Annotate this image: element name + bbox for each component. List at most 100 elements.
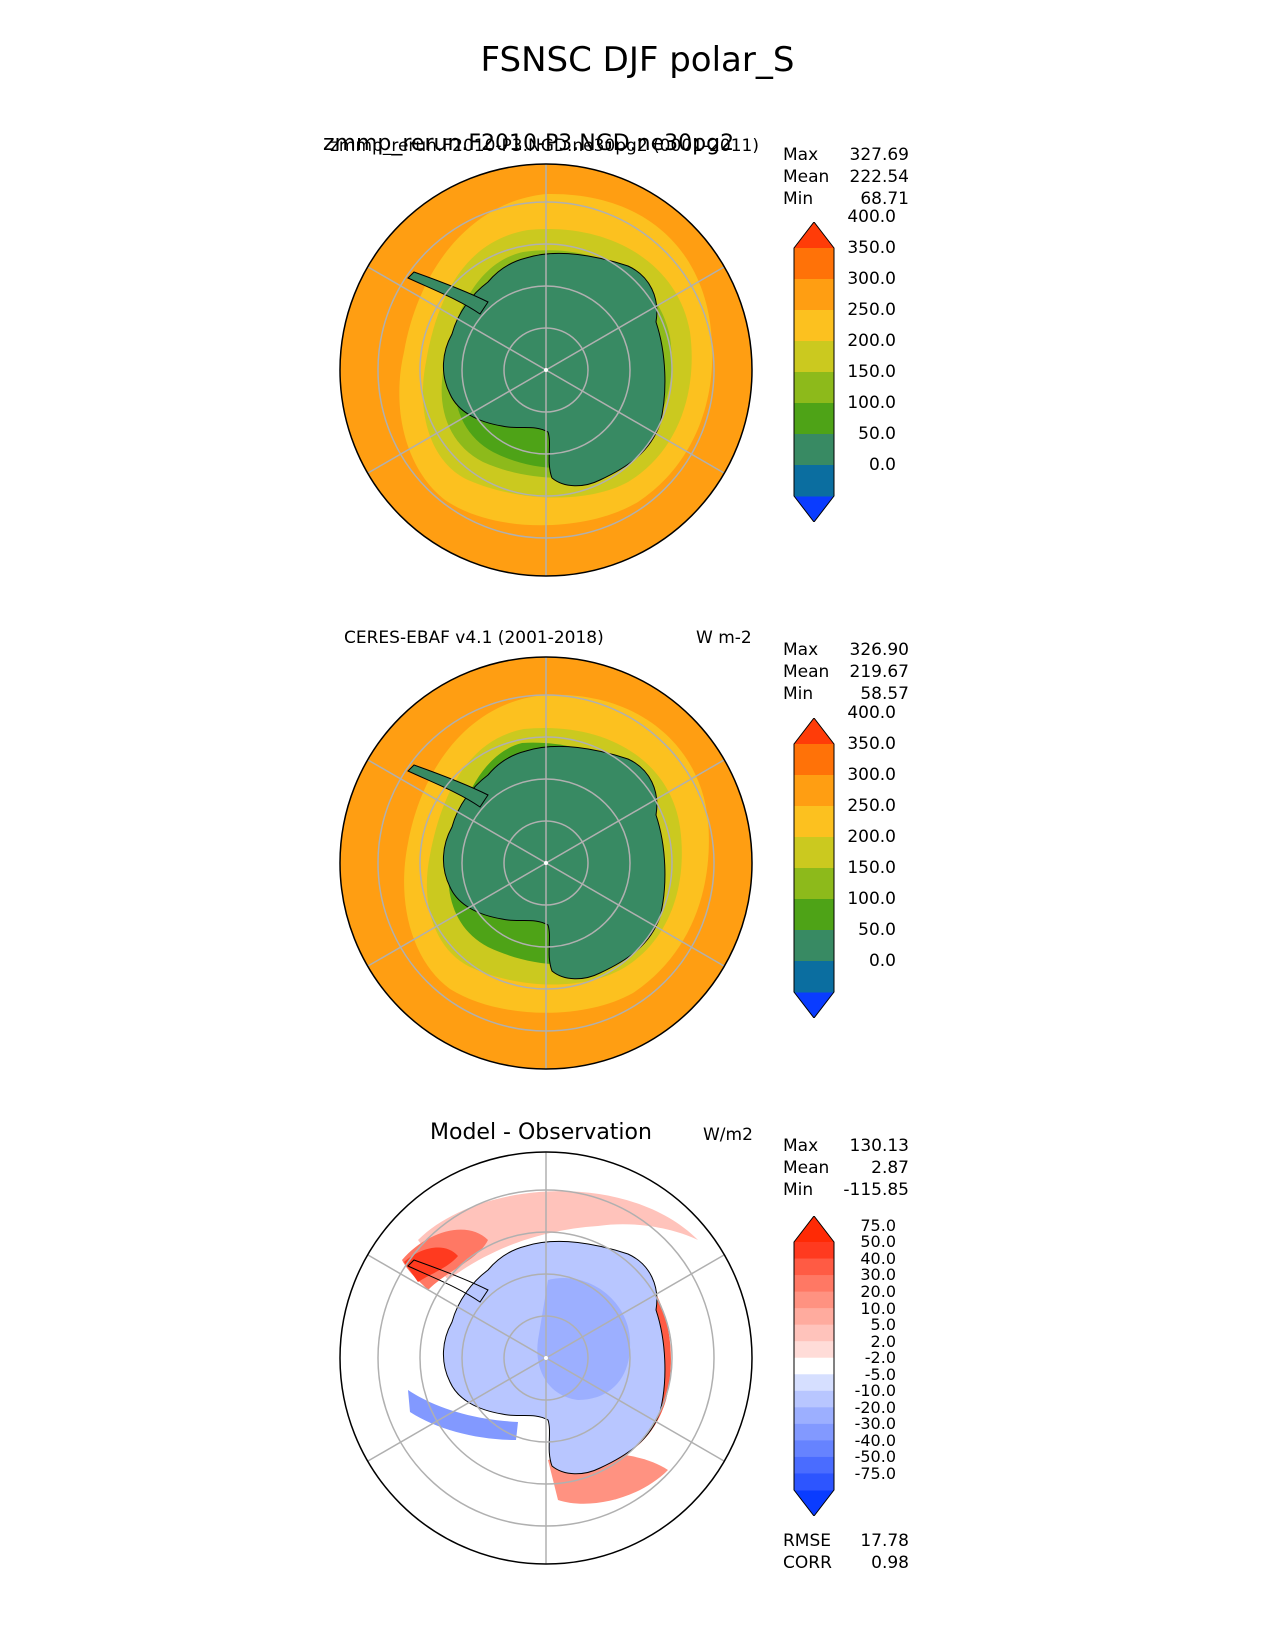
colorbar-segment xyxy=(794,899,834,931)
stat-label: Min xyxy=(783,1180,814,1200)
metric-rmse: 17.78 xyxy=(860,1531,909,1551)
colorbar-extend-max xyxy=(794,1216,834,1242)
panel3-polar-map xyxy=(339,1151,753,1565)
colorbar-outline xyxy=(793,222,835,522)
colorbar-tick-label: -10.0 xyxy=(854,1381,896,1401)
colorbar-tick-label: 350.0 xyxy=(847,733,896,754)
stat-min: 58.57 xyxy=(860,684,909,704)
colorbar-segment xyxy=(794,1440,834,1458)
colorbar-tick-label: 2.0 xyxy=(870,1331,896,1351)
colorbar-tick-label: 50.0 xyxy=(860,1232,896,1252)
pole-point xyxy=(544,861,548,865)
stat-label: Mean xyxy=(783,1158,830,1178)
panel2-stats: Max 326.90 Mean 219.67 Min 58.57 xyxy=(783,639,909,705)
colorbar-tick-label: -2.0 xyxy=(864,1348,896,1368)
colorbar-tick-label: -50.0 xyxy=(854,1447,896,1467)
colorbar-segment xyxy=(794,1390,834,1408)
stat-min: -115.85 xyxy=(843,1180,909,1200)
positive-anomaly-north xyxy=(418,1191,698,1280)
colorbar-tick-label: 200.0 xyxy=(847,826,896,847)
antarctica-field xyxy=(442,252,666,487)
antarctic-peninsula xyxy=(407,764,489,808)
colorbar-segment xyxy=(794,1407,834,1425)
colorbar-tick-label: 50.0 xyxy=(858,423,896,444)
map-boundary xyxy=(339,163,753,577)
colorbar-tick-label: 75.0 xyxy=(860,1215,896,1235)
colorbar-segment xyxy=(794,1258,834,1276)
figure-title: FSNSC DJF polar_S xyxy=(480,40,795,80)
colorbar-segment xyxy=(794,930,834,962)
colorbar-segment xyxy=(794,341,834,373)
panel1-title: zmmp_rerun.F2010-P3.NGD.ne30pg2 xyxy=(323,131,735,156)
stat-mean: 222.54 xyxy=(849,167,909,187)
colorbar-segment xyxy=(794,806,834,838)
stat-label: Max xyxy=(783,1136,819,1156)
colorbar-tick-label: 100.0 xyxy=(847,888,896,909)
colorbar-tick-label: 0.0 xyxy=(868,950,896,971)
colorbar-segment xyxy=(794,248,834,280)
colorbar-outline xyxy=(793,1216,835,1516)
colorbar-extend-max xyxy=(794,222,834,248)
colorbar-tick-label: 20.0 xyxy=(860,1282,896,1301)
stat-label: Mean xyxy=(783,167,830,187)
stat-mean: 219.67 xyxy=(849,662,909,682)
colorbar-tick-label: 100.0 xyxy=(847,392,896,413)
colorbar-tick-label: 50.0 xyxy=(858,919,896,940)
panel3-stats: Max 130.13 Mean 2.87 Min -115.85 xyxy=(783,1135,909,1201)
colorbar-segment xyxy=(794,1473,834,1491)
colorbar-extend-max xyxy=(794,718,834,744)
map-boundary xyxy=(339,1151,753,1565)
panel3-title: Model - Observation xyxy=(430,1120,652,1145)
colorbar-segment xyxy=(794,279,834,311)
stat-mean: 2.87 xyxy=(871,1158,909,1178)
panel1-title-overlap: zmmp_rerun.F2010-P3.NGD.ne30pg2 (0001-20… xyxy=(330,136,759,156)
panel2-polar-map xyxy=(339,656,753,1070)
colorbar-segment xyxy=(794,1324,834,1342)
antarctica-field xyxy=(442,745,666,980)
colorbar-segment xyxy=(794,434,834,466)
negative-anomaly-ross xyxy=(408,1390,518,1440)
colorbar-tick-label: -30.0 xyxy=(854,1414,896,1434)
colorbar-tick-label: 350.0 xyxy=(847,237,896,258)
strong-positive-west xyxy=(404,1247,458,1282)
panel1-stats: Max 327.69 Mean 222.54 Min 68.71 xyxy=(783,144,909,210)
colorbar-segment xyxy=(794,1291,834,1309)
colorbar-tick-label: 200.0 xyxy=(847,330,896,351)
colorbar-extend-min xyxy=(794,496,834,522)
colorbar-segment xyxy=(794,1341,834,1359)
peninsula-outline xyxy=(407,1259,489,1303)
panel2-title: CERES-EBAF v4.1 (2001-2018) xyxy=(344,628,604,648)
map-boundary xyxy=(339,656,753,1070)
colorbar-segment xyxy=(794,1308,834,1326)
stat-min: 68.71 xyxy=(860,189,909,209)
colorbar-segment xyxy=(794,1374,834,1392)
stat-label: Min xyxy=(783,684,814,704)
colorbar-segment xyxy=(794,1275,834,1293)
colorbar-extend-min xyxy=(794,1490,834,1516)
colorbar-segment xyxy=(794,961,834,993)
colorbar-segment xyxy=(794,1242,834,1260)
panel3-colorbar xyxy=(793,1216,835,1516)
colorbar-tick-label: -20.0 xyxy=(854,1397,896,1417)
metric-label: CORR xyxy=(783,1553,832,1573)
colorbar-tick-label: 10.0 xyxy=(860,1298,896,1318)
colorbar-segment xyxy=(794,868,834,900)
colorbar-tick-label: 250.0 xyxy=(847,299,896,320)
metric-label: RMSE xyxy=(783,1531,832,1551)
colorbar-segment xyxy=(794,403,834,435)
colorbar-segment xyxy=(794,372,834,404)
colorbar-segment xyxy=(794,837,834,869)
panel3-metrics: RMSE 17.78 CORR 0.98 xyxy=(783,1530,909,1574)
colorbar-segment xyxy=(794,1423,834,1441)
panel2-units: W m-2 xyxy=(696,628,752,648)
colorbar-tick-label: 400.0 xyxy=(847,702,896,723)
colorbar-tick-label: 150.0 xyxy=(847,857,896,878)
colorbar-tick-label: -5.0 xyxy=(864,1364,896,1384)
stat-label: Mean xyxy=(783,662,830,682)
panel1-polar-map xyxy=(339,163,753,577)
stat-label: Min xyxy=(783,189,814,209)
antarctic-peninsula xyxy=(407,271,489,315)
panel3-units: W/m2 xyxy=(703,1125,753,1145)
colorbar-tick-label: 150.0 xyxy=(847,361,896,382)
colorbar-tick-label: 400.0 xyxy=(847,206,896,227)
